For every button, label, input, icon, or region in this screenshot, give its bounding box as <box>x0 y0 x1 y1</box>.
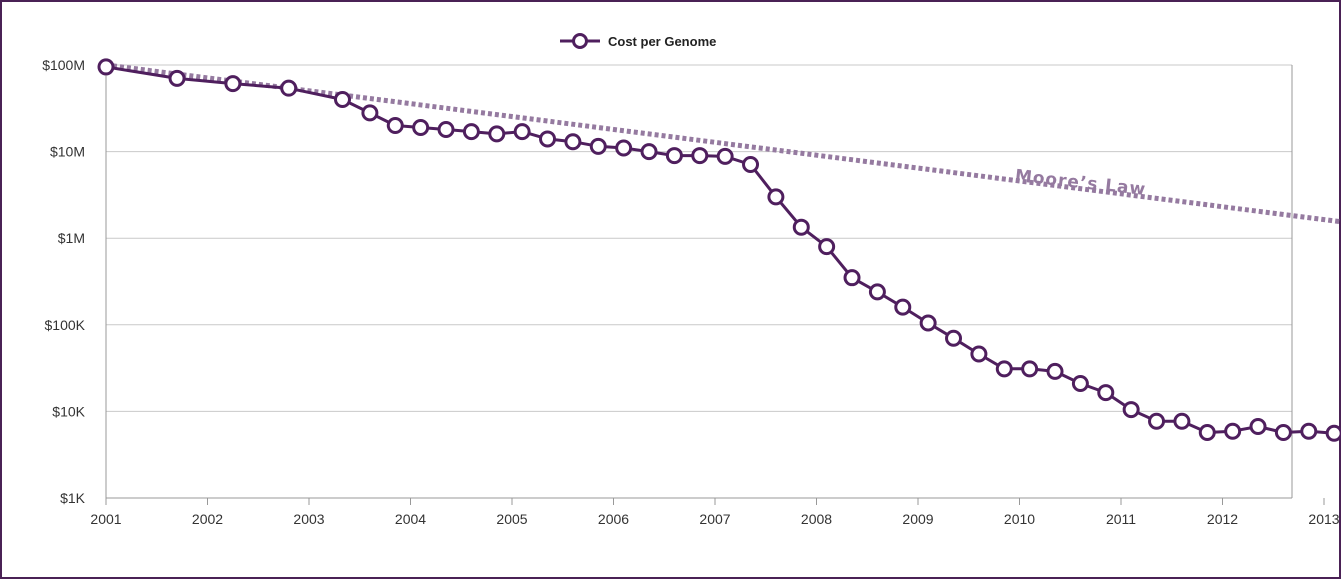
axes <box>105 65 1325 505</box>
cost-per-genome-point <box>919 314 937 332</box>
x-tick-labels: 2001 2002 2003 2004 2005 2006 2007 2008 2009 2010… <box>90 511 1339 527</box>
cost-per-genome-point <box>589 137 607 155</box>
y-tick-label: $100M <box>42 57 85 73</box>
cost-per-genome-point <box>1021 360 1039 378</box>
cost-per-genome-point <box>843 269 861 287</box>
x-tick-label: 2013 <box>1308 511 1339 527</box>
x-tick-label: 2006 <box>598 511 629 527</box>
cost-per-genome-point <box>488 125 506 143</box>
cost-per-genome-point <box>539 130 557 148</box>
cost-per-genome-point <box>665 147 683 165</box>
cost-per-genome-point <box>1097 384 1115 402</box>
grid-lines <box>106 64 1292 412</box>
y-tick-label: $1K <box>60 490 86 506</box>
cost-per-genome-point <box>1198 424 1216 442</box>
x-tick-label: 2008 <box>801 511 832 527</box>
cost-per-genome-point <box>97 58 115 76</box>
cost-per-genome-point <box>868 283 886 301</box>
cost-per-genome-point <box>691 147 709 165</box>
cost-per-genome-point <box>1224 422 1242 440</box>
y-tick-labels: $100M $10M $1M $100K $10K $1K <box>42 57 85 506</box>
cost-per-genome-point <box>995 360 1013 378</box>
x-tick-label: 2007 <box>699 511 730 527</box>
cost-per-genome-point <box>412 118 430 136</box>
cost-per-genome-point <box>564 133 582 151</box>
cost-per-genome-point <box>1148 412 1166 430</box>
cost-per-genome-point <box>716 147 734 165</box>
cost-per-genome-point <box>361 104 379 122</box>
cost-per-genome-point <box>1325 424 1341 442</box>
cost-per-genome-point <box>1122 401 1140 419</box>
x-tick-label: 2005 <box>496 511 527 527</box>
cost-per-genome-point <box>1071 374 1089 392</box>
y-tick-label: $1M <box>58 230 85 246</box>
cost-per-genome-point <box>615 139 633 157</box>
x-tick-label: 2011 <box>1106 511 1136 527</box>
cost-per-genome-point <box>970 345 988 363</box>
cost-per-genome-point <box>437 120 455 138</box>
x-tick-label: 2010 <box>1004 511 1035 527</box>
cost-per-genome-point <box>168 69 186 87</box>
cost-per-genome-point <box>1173 412 1191 430</box>
cost-per-genome-point <box>1249 417 1267 435</box>
cost-per-genome-point <box>513 123 531 141</box>
cost-per-genome-point <box>640 143 658 161</box>
cost-per-genome-point <box>792 218 810 236</box>
x-tick-label: 2002 <box>192 511 223 527</box>
moores-law-label: Moore’s Law <box>1014 166 1147 200</box>
cost-per-genome-point <box>1046 362 1064 380</box>
cost-per-genome-line <box>105 65 1341 436</box>
legend[interactable]: Cost per Genome <box>560 33 716 49</box>
moores-law-line <box>105 62 1341 225</box>
y-tick-label: $10M <box>50 144 85 160</box>
cost-per-genome-point <box>224 75 242 93</box>
cost-per-genome-point <box>742 155 760 173</box>
cost-per-genome-point <box>280 79 298 97</box>
cost-per-genome-point <box>1274 424 1292 442</box>
x-tick-label: 2001 <box>90 511 121 527</box>
y-tick-label: $10K <box>52 403 85 419</box>
cost-per-genome-point <box>462 123 480 141</box>
legend-circle-marker <box>572 33 588 49</box>
x-tick-label: 2012 <box>1207 511 1238 527</box>
cost-per-genome-point <box>1300 422 1318 440</box>
cost-per-genome-series <box>97 58 1341 442</box>
cost-per-genome-point <box>818 238 836 256</box>
x-tick-label: 2004 <box>395 511 426 527</box>
cost-per-genome-point <box>767 188 785 206</box>
y-tick-label: $100K <box>45 317 86 333</box>
cost-per-genome-point <box>894 298 912 316</box>
legend-label: Cost per Genome <box>608 34 716 49</box>
x-tick-label: 2009 <box>902 511 933 527</box>
cost-per-genome-point <box>386 117 404 135</box>
x-tick-label: 2003 <box>293 511 324 527</box>
cost-per-genome-point <box>945 329 963 347</box>
cost-per-genome-point <box>333 90 351 108</box>
